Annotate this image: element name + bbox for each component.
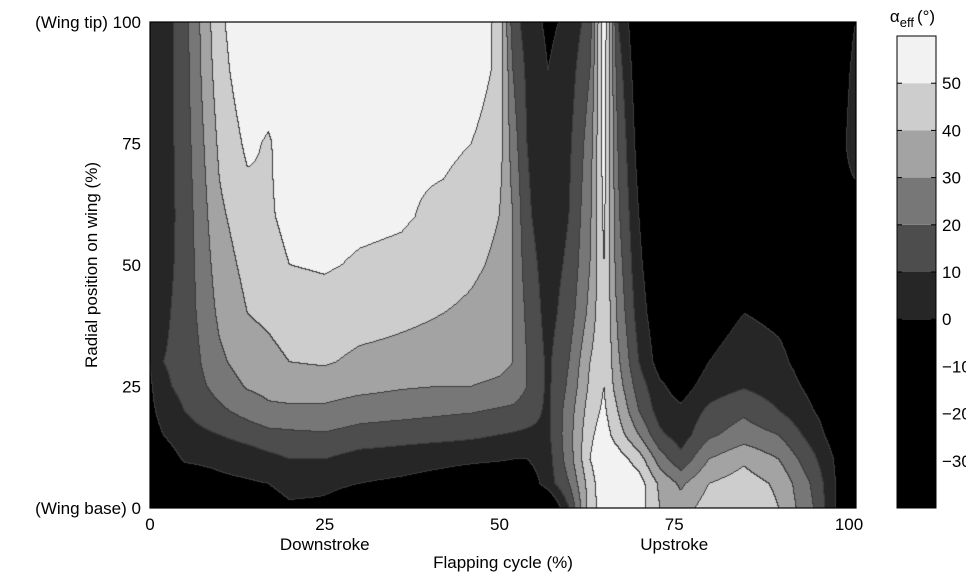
colorbar-tick-label-50: 50 xyxy=(942,74,961,93)
upstroke-label: Upstroke xyxy=(640,535,708,554)
colorbar-ticks xyxy=(897,82,936,462)
y-tick-prefix-wing-base: (Wing base) xyxy=(35,499,131,518)
colorbar-title: αeff (°) xyxy=(890,7,935,30)
y-tick-label-50: 50 xyxy=(122,256,141,275)
colorbar-tick-label-0: 0 xyxy=(942,310,951,329)
x-tick-label-50: 50 xyxy=(490,515,509,534)
colorbar-tick-label-30: 30 xyxy=(942,169,961,188)
colorbar-swatch xyxy=(897,272,936,320)
contour-fill xyxy=(150,22,856,508)
colorbar-title-symbol: α xyxy=(890,7,900,26)
colorbar-swatch xyxy=(897,83,936,131)
x-axis-label: Flapping cycle (%) xyxy=(433,553,573,572)
y-tick-prefix-wing-tip: (Wing tip) xyxy=(35,13,112,32)
x-tick-label-25: 25 xyxy=(315,515,334,534)
colorbar-tick-label-40: 40 xyxy=(942,121,961,140)
colorbar-tick-label-10: 10 xyxy=(942,263,961,282)
colorbar-swatch xyxy=(897,36,936,84)
colorbar: αeff(°) 50 40 30 20 10 0 −10 −20 −30 xyxy=(890,7,966,509)
downstroke-label: Downstroke xyxy=(280,535,370,554)
y-tick-label-25: 25 xyxy=(122,378,141,397)
x-axis: 0 25 50 75 100 Downstroke Upstroke Flapp… xyxy=(145,515,863,572)
plot-frame xyxy=(149,21,857,509)
colorbar-tick-label-minus30: −30 xyxy=(942,452,966,471)
colorbar-tick-label-minus20: −20 xyxy=(942,405,966,424)
plot-area xyxy=(149,21,857,509)
x-tick-label-100: 100 xyxy=(835,515,863,534)
y-tick-label-75: 75 xyxy=(122,135,141,154)
colorbar-tick-label-minus10: −10 xyxy=(942,357,966,376)
y-axis-label: Radial position on wing (%) xyxy=(82,162,101,368)
colorbar-title-unit: (°) xyxy=(917,7,935,26)
colorbar-title-subscript: eff xyxy=(900,15,915,30)
x-tick-label-0: 0 xyxy=(145,515,154,534)
colorbar-tick-label-20: 20 xyxy=(942,216,961,235)
y-tick-label-100: 100 xyxy=(113,13,141,32)
colorbar-swatches xyxy=(897,36,936,508)
colorbar-swatch xyxy=(897,130,936,178)
colorbar-swatch xyxy=(897,177,936,225)
contour-field-image xyxy=(150,22,856,508)
colorbar-swatch xyxy=(897,224,936,272)
y-tick-label-0: 0 xyxy=(132,499,141,518)
colorbar-swatch xyxy=(897,319,936,508)
y-axis: 0 25 50 75 100 (Wing base) (Wing tip) Ra… xyxy=(35,13,141,518)
x-tick-label-75: 75 xyxy=(665,515,684,534)
